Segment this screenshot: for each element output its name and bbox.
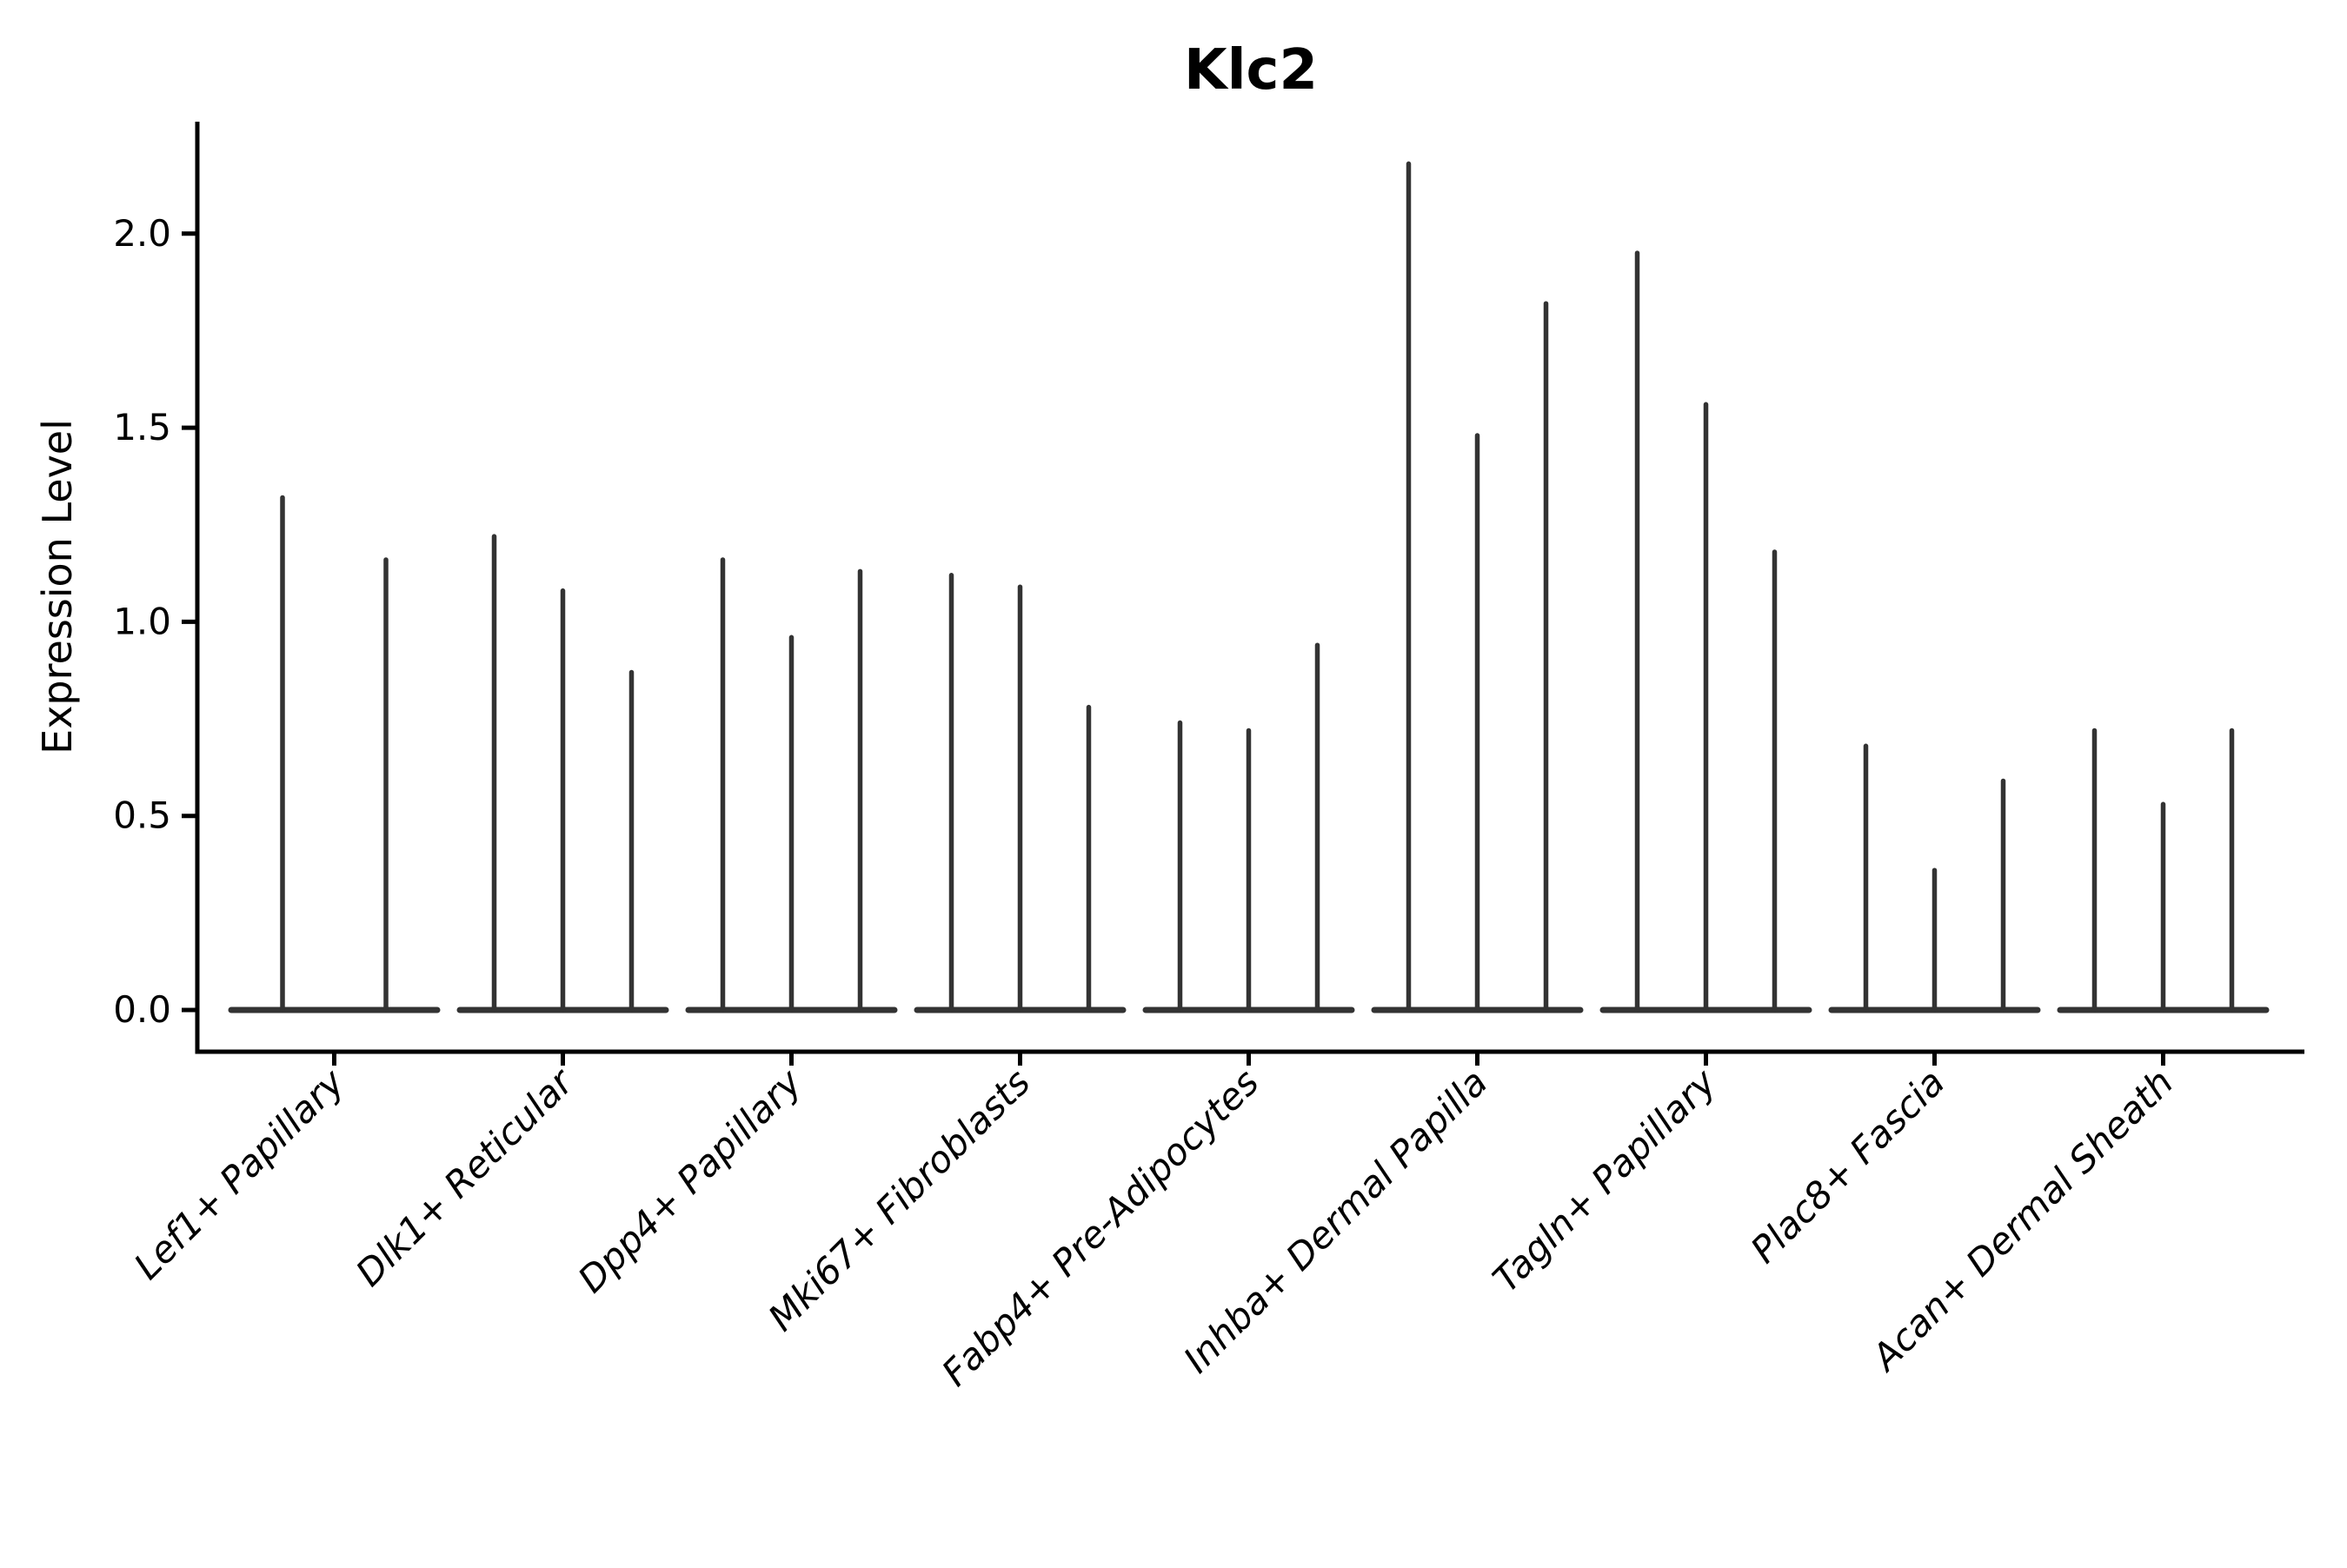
y-tick-label: 1.0 [113,600,171,642]
x-tick-label: Lef1+ Papillary [126,1060,354,1288]
y-tick-label: 0.5 [113,794,171,837]
y-tick-label: 0.0 [113,988,171,1031]
axes-layer [182,122,2304,1066]
x-tick-label: Plac8+ Fascia [1742,1060,1952,1271]
x-tick-label: Dlk1+ Reticular [348,1059,583,1294]
y-tick-label: 2.0 [113,212,171,255]
y-tick-label: 1.5 [113,406,171,448]
x-tick-label: Tagln+ Papillary [1485,1060,1725,1301]
x-tick-label: Dpp4+ Papillary [569,1060,810,1301]
violin-layer [228,161,2270,1013]
x-tick-label: Mki67+ Fibroblasts [760,1060,1038,1339]
y-axis-label: Expression Level [34,419,81,754]
chart-title: Klc2 [1184,38,1318,103]
